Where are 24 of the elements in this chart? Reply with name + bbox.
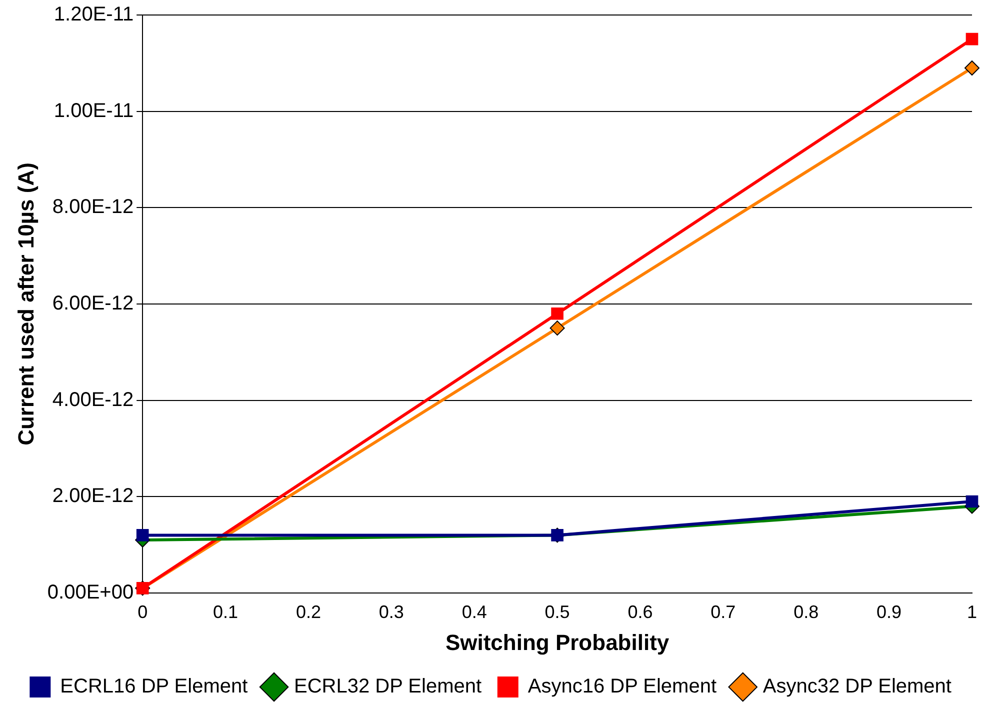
y-tick-label: 4.00E-12 (52, 388, 134, 411)
x-tick-label: 1 (966, 602, 978, 622)
legend-label: Async32 DP Element (762, 676, 952, 698)
x-tick-label: 0.1 (213, 602, 238, 622)
x-tick-label: 0.5 (544, 602, 570, 622)
x-tick-label: 0.8 (794, 602, 819, 622)
x-tick-label: 0.7 (710, 602, 736, 622)
y-tick-label: 1.20E-11 (54, 4, 134, 26)
legend-label: ECRL16 DP Element (60, 676, 248, 698)
y-tick-label: 1.00E-11 (54, 100, 134, 122)
x-tick-label: 0.6 (628, 602, 653, 622)
y-tick-label: 8.00E-12 (52, 196, 134, 218)
y-axis-title: Current used after 10µs (A) (13, 162, 38, 446)
legend-label: ECRL32 DP Element (294, 676, 482, 698)
x-tick-label: 0.4 (462, 602, 487, 622)
x-axis-title: Switching Probability (445, 630, 670, 655)
y-tick-label: 6.00E-12 (52, 292, 134, 315)
y-tick-label: 2.00E-12 (52, 485, 134, 508)
x-tick-label: 0 (138, 602, 148, 622)
x-tick-label: 0.2 (296, 602, 321, 622)
x-tick-label: 0.3 (378, 602, 404, 622)
x-tick-label: 0.9 (876, 602, 902, 622)
y-tick-label: 0.00E+00 (47, 582, 134, 604)
legend-label: Async16 DP Element (528, 676, 717, 698)
